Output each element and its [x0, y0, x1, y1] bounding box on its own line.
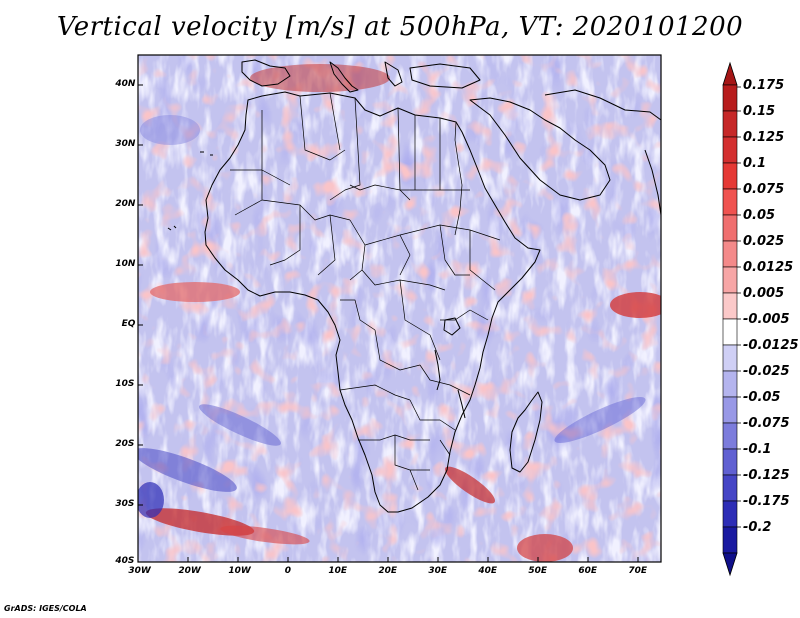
colorbar-label: -0.05	[743, 390, 781, 405]
colorbar-label: 0.125	[743, 130, 785, 145]
colorbar-label: 0.15	[743, 104, 776, 119]
downdraft-north-atlantic	[140, 115, 200, 145]
colorbar-label: 0.05	[743, 208, 776, 223]
lat-label: 30S	[115, 499, 135, 509]
vertical-velocity-field	[138, 55, 661, 562]
updraft-south-atlantic-tail	[220, 525, 310, 545]
africa-coastline	[204, 91, 541, 513]
country-borders	[230, 92, 501, 491]
colorbar-swatch	[722, 266, 738, 294]
greece-coastline	[384, 61, 403, 87]
updraft-atlantic-itcz	[150, 282, 240, 302]
field-features	[138, 64, 661, 562]
lon-label: 0	[284, 566, 292, 576]
downdraft-east	[554, 397, 646, 443]
colorbar-swatch	[722, 500, 738, 528]
lon-label: 30W	[128, 566, 151, 576]
lon-label: 20E	[378, 566, 398, 576]
colorbar-swatch	[722, 526, 738, 554]
cape-verde	[167, 225, 177, 231]
lake-malawi	[457, 389, 466, 419]
colorbar-label: -0.175	[743, 494, 790, 509]
colorbar-swatch	[722, 370, 738, 398]
colorbar-swatch	[722, 188, 738, 216]
canary-islands	[200, 151, 213, 156]
colorbar-swatch	[722, 162, 738, 190]
lon-label: 50E	[528, 566, 548, 576]
italy-coastline	[329, 61, 359, 93]
colorbar-label: 0.175	[743, 78, 785, 93]
nile-river	[454, 121, 463, 236]
colorbar-swatch	[722, 292, 738, 320]
updraft-mediterranean	[250, 64, 390, 92]
lat-label: EQ	[121, 319, 136, 329]
lon-label: 10W	[228, 566, 251, 576]
lon-label: 20W	[178, 566, 201, 576]
colorbar-swatch	[722, 240, 738, 268]
lon-label: 10E	[328, 566, 348, 576]
lat-label: 20N	[115, 199, 136, 209]
colorbar-swatch	[722, 344, 738, 372]
colorbar	[722, 61, 741, 577]
colorbar-label: 0.1	[743, 156, 767, 171]
plot-frame	[137, 54, 662, 563]
lon-label: 40E	[478, 566, 498, 576]
lat-label: 20S	[115, 439, 135, 449]
map-title: Vertical velocity [m/s] at 500hPa, VT: 2…	[56, 12, 744, 42]
grads-credit: GrADS: IGES/COLA	[4, 604, 87, 613]
colorbar-swatch	[722, 318, 738, 346]
madagascar-coastline	[509, 391, 543, 473]
colorbar-swatch	[722, 422, 738, 450]
updraft-agulhas	[445, 466, 495, 504]
updraft-southern-ocean	[517, 534, 573, 562]
iran-coastline	[544, 89, 661, 121]
colorbar-top-arrow	[722, 61, 738, 86]
downdraft-corner	[138, 482, 164, 518]
downdraft-south	[199, 404, 281, 446]
iberia-coastline	[241, 59, 291, 87]
india-coastline	[644, 149, 661, 216]
colorbar-label: -0.125	[743, 468, 790, 483]
colorbar-label: -0.025	[743, 364, 790, 379]
colorbar-swatch	[722, 84, 738, 112]
colorbar-swatch	[722, 110, 738, 138]
lat-label: 40S	[115, 556, 135, 566]
lon-label: 30E	[428, 566, 448, 576]
lon-label: 60E	[578, 566, 598, 576]
colorbar-swatch	[722, 214, 738, 242]
lat-label: 10S	[115, 379, 135, 389]
colorbar-label: -0.075	[743, 416, 790, 431]
colorbar-label: -0.1	[743, 442, 772, 457]
downdraft-southwest	[138, 448, 237, 492]
lat-label: 10N	[115, 259, 136, 269]
colorbar-swatch	[722, 448, 738, 476]
colorbar-swatch	[722, 474, 738, 502]
colorbar-label: -0.2	[743, 520, 772, 535]
axis-ticks	[137, 84, 639, 563]
colorbar-label: -0.0125	[743, 338, 799, 353]
colorbar-swatch	[722, 396, 738, 424]
anatolia-coastline	[409, 63, 481, 89]
coastlines-and-borders	[167, 59, 661, 513]
colorbar-label: -0.005	[743, 312, 790, 327]
colorbar-swatch	[722, 136, 738, 164]
lake-victoria	[443, 317, 461, 336]
colorbar-label: 0.075	[743, 182, 785, 197]
colorbar-bottom-arrow	[722, 552, 738, 577]
lon-label: 70E	[628, 566, 648, 576]
updraft-indian-ocean	[610, 292, 661, 318]
lake-tanganyika	[434, 349, 441, 391]
colorbar-label: 0.005	[743, 286, 785, 301]
arabia-coastline	[469, 97, 611, 201]
lat-label: 30N	[115, 139, 136, 149]
lat-label: 40N	[115, 79, 136, 89]
colorbar-label: 0.025	[743, 234, 785, 249]
colorbar-label: 0.0125	[743, 260, 794, 275]
